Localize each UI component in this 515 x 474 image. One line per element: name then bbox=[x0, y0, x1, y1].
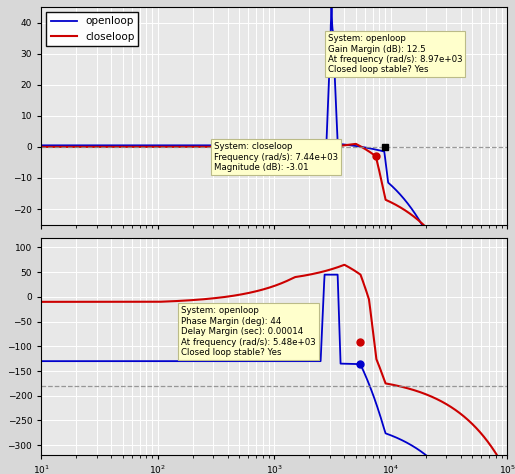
closeloop bbox=[408, 212, 415, 218]
openloop bbox=[38, 143, 44, 148]
openloop bbox=[334, 135, 340, 140]
closeloop bbox=[353, 141, 359, 146]
closeloop bbox=[314, 144, 320, 150]
Line: closeloop: closeloop bbox=[41, 144, 507, 426]
closeloop bbox=[334, 143, 340, 149]
openloop bbox=[314, 143, 320, 148]
closeloop bbox=[207, 144, 213, 150]
openloop bbox=[207, 143, 213, 148]
Text: System: openloop
Phase Margin (deg): 44
Delay Margin (sec): 0.00014
At frequency: System: openloop Phase Margin (deg): 44 … bbox=[181, 306, 316, 357]
Legend: openloop, closeloop: openloop, closeloop bbox=[46, 12, 139, 46]
Text: System: closeloop
Frequency (rad/s): 7.44e+03
Magnitude (dB): -3.01: System: closeloop Frequency (rad/s): 7.4… bbox=[214, 142, 338, 172]
Line: openloop: openloop bbox=[41, 0, 507, 474]
openloop bbox=[61, 143, 67, 148]
closeloop bbox=[38, 144, 44, 150]
openloop bbox=[384, 168, 390, 174]
closeloop bbox=[61, 144, 67, 150]
closeloop bbox=[384, 198, 390, 203]
closeloop bbox=[504, 423, 510, 428]
Text: System: openloop
Gain Margin (dB): 12.5
At frequency (rad/s): 8.97e+03
Closed lo: System: openloop Gain Margin (dB): 12.5 … bbox=[328, 34, 462, 74]
openloop bbox=[408, 206, 415, 211]
